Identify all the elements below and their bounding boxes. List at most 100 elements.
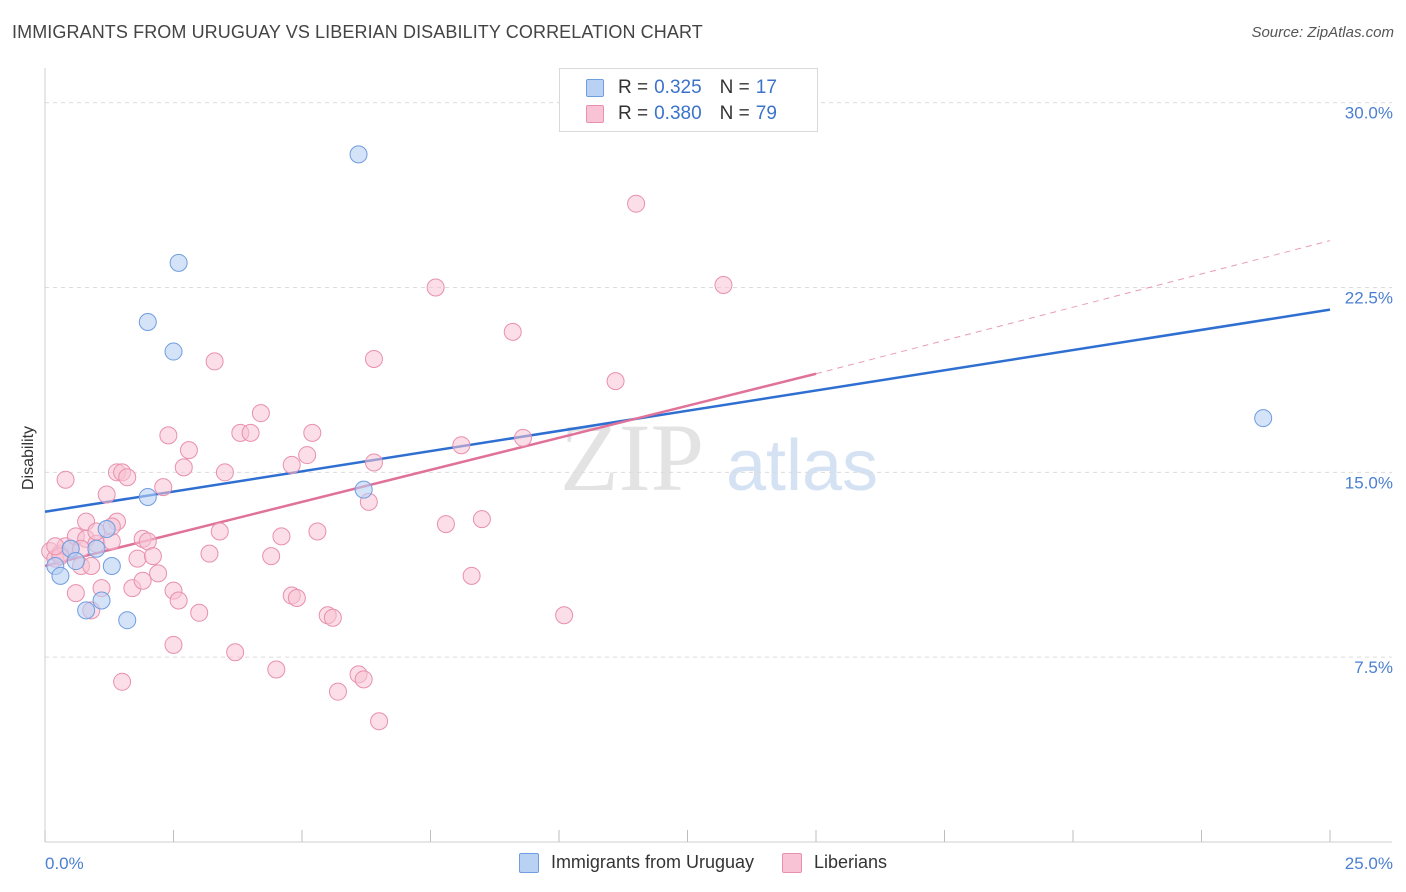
point-liberians <box>452 436 471 455</box>
point-liberians <box>210 522 229 541</box>
point-liberians <box>436 515 455 534</box>
bottom-legend-swatch-liberians <box>782 852 802 873</box>
legend-r-label: R = <box>618 103 649 124</box>
point-uruguay <box>354 480 373 499</box>
chart-title: IMMIGRANTS FROM URUGUAY VS LIBERIAN DISA… <box>12 22 703 42</box>
point-uruguay <box>92 591 111 610</box>
point-liberians <box>298 446 317 465</box>
grid-lines <box>45 102 1392 658</box>
watermark-zip: ZIP <box>560 404 704 511</box>
point-liberians <box>82 556 101 575</box>
axis-labels: 7.5% 15.0% 22.5% 30.0% 0.0% 25.0% Disability <box>20 104 1393 873</box>
source-credit: Source: ZipAtlas.com <box>1251 24 1394 41</box>
point-liberians <box>303 423 322 442</box>
point-liberians <box>190 603 209 622</box>
point-liberians <box>714 276 733 295</box>
point-liberians <box>149 564 168 583</box>
point-liberians <box>282 455 301 474</box>
legend-n-label: N = <box>719 103 750 124</box>
point-liberians <box>328 682 347 701</box>
legend-row-liberians: R = 0.380 N = 79 <box>586 102 777 126</box>
bottom-legend-swatch-uruguay <box>518 852 539 873</box>
legend-n-value-uruguay: 17 <box>755 77 777 98</box>
point-liberians <box>133 571 152 590</box>
point-liberians <box>164 635 183 654</box>
point-liberians <box>97 485 116 504</box>
y-tick-label: 7.5% <box>1354 658 1393 677</box>
point-uruguay <box>118 611 137 630</box>
point-liberians <box>113 672 132 691</box>
bottom-legend-uruguay[interactable]: Immigrants from Uruguay <box>518 852 754 873</box>
point-liberians <box>426 278 445 297</box>
point-liberians <box>287 589 306 608</box>
legend-n-label: N = <box>719 77 750 98</box>
point-liberians <box>370 712 389 731</box>
data-points <box>41 145 1273 731</box>
point-liberians <box>143 547 162 566</box>
point-uruguay <box>169 253 188 272</box>
point-liberians <box>56 470 75 489</box>
y-tick-label: 30.0% <box>1345 104 1393 123</box>
x-tick-label-min: 0.0% <box>45 854 84 873</box>
point-liberians <box>46 537 65 556</box>
point-liberians <box>226 643 245 662</box>
stats-legend: R = 0.325 N = 17 R = 0.380 N = 79 <box>559 68 818 132</box>
x-tick-label-max: 25.0% <box>1345 854 1393 873</box>
point-liberians <box>503 322 522 341</box>
point-liberians <box>66 584 85 603</box>
point-liberians <box>174 458 193 477</box>
point-liberians <box>267 660 286 679</box>
point-uruguay <box>77 601 96 620</box>
trend-line-liberians <box>44 372 817 568</box>
point-uruguay <box>66 552 85 571</box>
point-uruguay <box>138 487 157 506</box>
point-liberians <box>179 441 198 460</box>
point-liberians <box>169 591 188 610</box>
point-liberians <box>272 527 291 546</box>
watermark-atlas: atlas <box>726 426 878 506</box>
trend-line-uruguay <box>44 308 1331 513</box>
point-uruguay <box>164 342 183 361</box>
bottom-legend-liberians[interactable]: Liberians <box>782 852 887 873</box>
point-liberians <box>159 426 178 445</box>
trend-lines <box>44 240 1331 568</box>
point-liberians <box>308 522 327 541</box>
legend-n-value-liberians: 79 <box>755 103 777 124</box>
point-liberians <box>128 549 147 568</box>
point-liberians <box>323 608 342 627</box>
point-liberians <box>472 510 491 529</box>
point-liberians <box>241 423 260 442</box>
bottom-legend-label-uruguay: Immigrants from Uruguay <box>550 852 754 872</box>
point-liberians <box>118 468 137 487</box>
point-liberians <box>462 566 481 585</box>
legend-row-uruguay: R = 0.325 N = 17 <box>586 76 777 100</box>
y-axis-label: Disability <box>20 426 37 490</box>
point-uruguay <box>97 520 116 539</box>
y-tick-label: 15.0% <box>1345 473 1393 492</box>
point-liberians <box>200 544 219 563</box>
legend-swatch-liberians <box>586 105 604 123</box>
legend-swatch-uruguay <box>586 79 604 97</box>
bottom-legend-label-liberians: Liberians <box>814 852 888 872</box>
point-uruguay <box>1254 409 1273 428</box>
point-uruguay <box>102 556 121 575</box>
point-liberians <box>205 352 224 371</box>
point-liberians <box>354 670 373 689</box>
point-uruguay <box>138 312 157 331</box>
point-liberians <box>251 404 270 423</box>
bottom-legend: Immigrants from Uruguay Liberians <box>0 852 1406 873</box>
point-liberians <box>555 606 574 625</box>
trend-extension-liberians <box>815 240 1331 375</box>
point-uruguay <box>51 566 70 585</box>
legend-r-value-liberians: 0.380 <box>654 103 702 124</box>
watermark: ZIP atlas <box>560 404 878 511</box>
legend-r-label: R = <box>618 77 649 98</box>
point-liberians <box>215 463 234 482</box>
point-liberians <box>606 372 625 391</box>
point-liberians <box>364 453 383 472</box>
legend-r-value-uruguay: 0.325 <box>654 77 702 98</box>
point-liberians <box>364 349 383 368</box>
point-liberians <box>262 547 281 566</box>
point-liberians <box>514 428 533 447</box>
